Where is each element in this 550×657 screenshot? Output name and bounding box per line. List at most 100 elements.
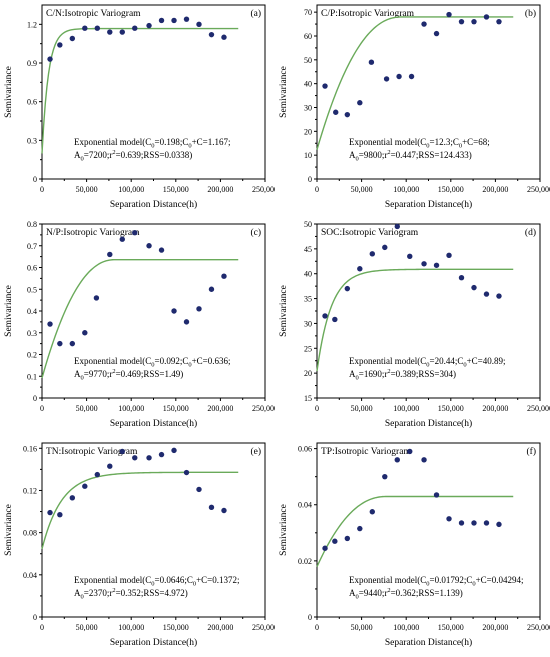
y-tick-label: 35	[304, 295, 312, 304]
chart-panel: 0 50,000 100,000 150,000 200,000 250,000 0 10 20…	[279, 4, 550, 210]
data-point	[433, 262, 440, 268]
data-point	[132, 25, 138, 31]
model-annotation: A0​=9770;r2​=0.469;RSS=1.49)	[74, 368, 183, 382]
y-tick-label: 0	[308, 175, 312, 184]
data-point	[496, 521, 502, 528]
x-tick-label: 150,000	[438, 623, 464, 632]
chart-title: TP:Isotropic Variogram	[321, 447, 411, 457]
fit-curve	[316, 16, 514, 150]
data-point	[471, 520, 477, 526]
y-tick-label: 60	[304, 32, 312, 41]
x-tick-label: 50,000	[351, 623, 373, 632]
data-point	[183, 469, 190, 476]
data-point	[433, 30, 440, 37]
y-tick-label: 0.8	[27, 220, 37, 229]
data-point	[183, 319, 190, 325]
data-point	[93, 295, 100, 301]
y-tick-label: 0.08	[23, 529, 37, 538]
x-tick-label: 200,000	[207, 404, 233, 413]
x-tick-label: 250,000	[527, 185, 550, 194]
y-tick-label: 0.6	[27, 98, 37, 107]
y-tick-label: 0.3	[27, 136, 37, 145]
x-tick-label: 100,000	[393, 404, 419, 413]
y-axis-label: Semivariance	[4, 504, 14, 556]
x-tick-label: 100,000	[118, 404, 144, 413]
y-tick-label: 50	[304, 220, 312, 229]
y-tick-label: 0.02	[298, 557, 312, 566]
chart-title: TN:Isotropic Variogram	[46, 447, 138, 457]
data-point	[132, 455, 138, 461]
y-tick-label: 0	[33, 175, 37, 184]
y-tick-label: 0.04	[23, 571, 37, 580]
y-tick-label: 0.04	[298, 501, 312, 510]
data-point	[396, 73, 402, 80]
data-point	[369, 251, 376, 257]
model-annotation: Exponential model(C0​=0.0646;C0​+C=0.137…	[74, 575, 240, 588]
data-point	[146, 455, 152, 461]
y-tick-label: 0.9	[27, 59, 37, 68]
data-point	[146, 22, 152, 29]
y-tick-label: 0	[33, 394, 37, 403]
panel-label: (f)	[527, 446, 537, 457]
fit-curve	[41, 471, 239, 550]
data-point	[158, 17, 165, 24]
x-tick-label: 150,000	[438, 404, 464, 413]
panel-label: (c)	[250, 227, 261, 238]
data-point	[94, 25, 101, 31]
y-tick-label: 20	[304, 127, 312, 136]
data-point	[94, 471, 101, 478]
data-point	[119, 29, 125, 35]
data-point	[107, 463, 113, 469]
data-point	[69, 495, 76, 501]
data-point	[208, 31, 215, 38]
y-tick-label: 40	[304, 270, 312, 279]
data-point	[433, 492, 440, 498]
data-point	[496, 18, 502, 25]
data-point	[421, 457, 427, 463]
x-axis-label: Separation Distance(h)	[385, 418, 472, 429]
x-tick-label: 0	[40, 185, 44, 194]
y-tick-label: 0.16	[23, 444, 37, 453]
panel-label: (b)	[525, 8, 536, 19]
x-tick-label: 150,000	[438, 185, 464, 194]
data-point	[221, 273, 227, 279]
data-point	[119, 448, 125, 455]
y-tick-label: 25	[304, 344, 312, 353]
data-point	[368, 59, 375, 65]
y-tick-label: 10	[304, 151, 312, 160]
x-axis-label: Separation Distance(h)	[110, 418, 197, 429]
data-point	[446, 516, 452, 522]
data-point	[119, 236, 125, 242]
data-point	[221, 34, 227, 40]
x-axis-label: Separation Distance(h)	[110, 637, 197, 648]
y-tick-label: 30	[304, 319, 312, 328]
data-point	[357, 525, 363, 532]
y-tick-label: 0.2	[27, 351, 37, 360]
model-annotation: A0​=2370;r2​=0.352;RSS=4.972)	[74, 587, 188, 601]
x-tick-label: 0	[315, 623, 319, 632]
x-tick-label: 0	[40, 404, 44, 413]
x-tick-label: 100,000	[393, 185, 419, 194]
data-point	[69, 35, 76, 42]
data-point	[322, 83, 328, 89]
data-point	[383, 76, 390, 82]
x-tick-label: 150,000	[163, 404, 189, 413]
y-tick-label: 50	[304, 56, 312, 65]
data-point	[57, 42, 63, 48]
data-point	[221, 507, 227, 514]
x-tick-label: 100,000	[118, 623, 144, 632]
model-annotation: Exponential model(C0​=0.01792;C0​+C=0.04…	[349, 575, 524, 588]
data-point	[158, 451, 165, 458]
y-axis-label: Semivariance	[279, 66, 289, 118]
y-tick-label: 0.4	[27, 307, 37, 316]
x-tick-label: 200,000	[482, 623, 508, 632]
data-point	[483, 14, 490, 20]
data-point	[446, 11, 452, 18]
y-tick-label: 0.1	[27, 372, 37, 381]
x-tick-label: 250,000	[527, 404, 550, 413]
y-tick-label: 0.5	[27, 285, 37, 294]
model-annotation: A0​=9800;r2​=0.447;RSS=124.433)	[349, 149, 472, 163]
data-point	[171, 308, 177, 314]
x-axis-label: Separation Distance(h)	[385, 199, 472, 210]
y-tick-label: 30	[304, 103, 312, 112]
